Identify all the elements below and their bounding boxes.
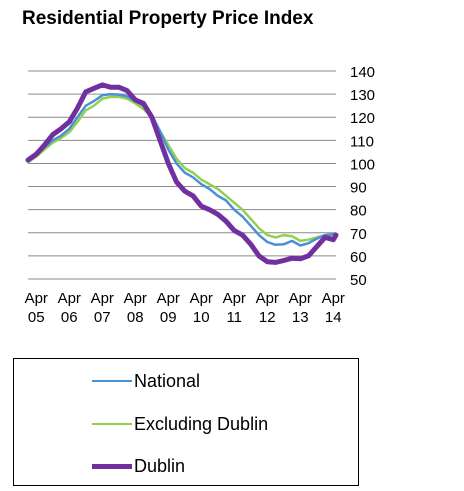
x-tick-label-5: Apr 10 (190, 290, 213, 326)
y-axis-tick-labels: 50 60 70 80 90 100 110 120 130 140 (350, 64, 375, 289)
chart-title: Residential Property Price Index (22, 8, 314, 29)
legend: National Excluding Dublin Dublin (13, 358, 359, 486)
legend-label-dublin: Dublin (134, 455, 186, 476)
y-tick-label-80: 80 (350, 203, 367, 220)
x-tick-label-0: Apr 05 (25, 290, 48, 326)
series-lines (25, 82, 339, 265)
legend-item-excluding-dublin: Excluding Dublin (92, 412, 268, 436)
legend-swatch-national (92, 380, 132, 382)
y-tick-label-60: 60 (350, 249, 367, 266)
gridlines (28, 70, 336, 280)
x-tick-label-1: Apr 06 (58, 290, 81, 326)
y-tick-label-110: 110 (350, 133, 374, 150)
x-tick-label-3: Apr 08 (124, 290, 147, 326)
legend-swatch-excluding-dublin (92, 423, 132, 425)
x-axis-tick-labels: Apr 05 Apr 06 Apr 07 Apr 08 Apr 09 Apr 10 Apr 11 Apr 12… (25, 290, 345, 326)
series-line-national (26, 92, 338, 247)
legend-item-dublin: Dublin (92, 454, 185, 478)
series-line-excluding-dublin (26, 95, 338, 243)
y-tick-label-90: 90 (350, 180, 367, 197)
x-tick-label-7: Apr 12 (256, 290, 279, 326)
y-tick-label-50: 50 (350, 272, 367, 289)
x-tick-label-8: Apr 13 (289, 290, 312, 326)
y-tick-label-140: 140 (350, 64, 375, 81)
y-tick-label-120: 120 (350, 110, 375, 127)
x-tick-label-9: Apr 14 (322, 290, 345, 326)
legend-item-national: National (92, 369, 200, 393)
y-tick-label-70: 70 (350, 226, 367, 243)
y-tick-label-100: 100 (350, 156, 375, 173)
x-tick-label-4: Apr 09 (157, 290, 180, 326)
y-tick-label-130: 130 (350, 87, 375, 104)
legend-swatch-dublin (92, 463, 132, 469)
series-line-dublin (25, 82, 339, 265)
legend-label-national: National (134, 370, 201, 391)
x-tick-label-2: Apr 07 (91, 290, 114, 326)
legend-label-excluding-dublin: Excluding Dublin (134, 413, 269, 434)
x-tick-label-6: Apr 11 (223, 290, 246, 326)
